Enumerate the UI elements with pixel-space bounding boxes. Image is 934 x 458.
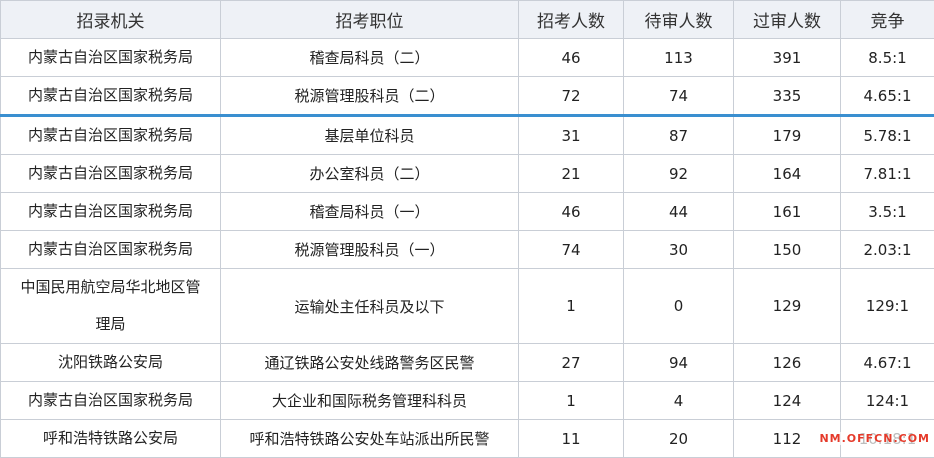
table-cell: 税源管理股科员（二）	[221, 77, 519, 116]
table-cell: 72	[519, 77, 624, 116]
table-cell: 129:1	[841, 269, 934, 344]
table-cell: 3.5:1	[841, 193, 934, 231]
table-cell: 内蒙古自治区国家税务局	[1, 231, 221, 269]
table-cell: 124:1	[841, 382, 934, 420]
header-cell: 过审人数	[734, 1, 841, 39]
table-cell: 129	[734, 269, 841, 344]
table-cell: 内蒙古自治区国家税务局	[1, 382, 221, 420]
table-cell: 大企业和国际税务管理科科员	[221, 382, 519, 420]
table-cell: 沈阳铁路公安局	[1, 344, 221, 382]
table-cell: 21	[519, 155, 624, 193]
header-cell: 招录机关	[1, 1, 221, 39]
header-cell: 招考职位	[221, 1, 519, 39]
header-row: 招录机关招考职位招考人数待审人数过审人数竞争	[1, 1, 934, 39]
table-cell: 4.65:1	[841, 77, 934, 116]
table-cell: 内蒙古自治区国家税务局	[1, 155, 221, 193]
table-cell: 内蒙古自治区国家税务局	[1, 39, 221, 77]
table-cell: 内蒙古自治区国家税务局	[1, 77, 221, 116]
table-cell: 8.5:1	[841, 39, 934, 77]
watermark: NM.OFFCN.COM	[819, 432, 930, 445]
table-cell: 92	[624, 155, 734, 193]
table-cell: 税源管理股科员（一）	[221, 231, 519, 269]
table-cell: 30	[624, 231, 734, 269]
table-cell: 通辽铁路公安处线路警务区民警	[221, 344, 519, 382]
table-cell: 46	[519, 39, 624, 77]
table-cell: 74	[519, 231, 624, 269]
table-cell: 稽查局科员（二）	[221, 39, 519, 77]
table-cell: 7.81:1	[841, 155, 934, 193]
table-cell: 150	[734, 231, 841, 269]
table-cell: 办公室科员（二）	[221, 155, 519, 193]
header-cell: 招考人数	[519, 1, 624, 39]
table-cell: 179	[734, 116, 841, 155]
table-cell: 稽查局科员（一）	[221, 193, 519, 231]
table-cell: 1	[519, 382, 624, 420]
table-cell: 4	[624, 382, 734, 420]
table-cell: 31	[519, 116, 624, 155]
table-cell: 11	[519, 420, 624, 458]
header-cell: 待审人数	[624, 1, 734, 39]
table-cell: 0	[624, 269, 734, 344]
table-cell: 4.67:1	[841, 344, 934, 382]
table-cell: 335	[734, 77, 841, 116]
table-cell: 391	[734, 39, 841, 77]
table-cell: 87	[624, 116, 734, 155]
table-cell: 113	[624, 39, 734, 77]
table-cell: 164	[734, 155, 841, 193]
table-cell: 基层单位科员	[221, 116, 519, 155]
table-cell: 1	[519, 269, 624, 344]
table-cell: 呼和浩特铁路公安局	[1, 420, 221, 458]
table-cell: 27	[519, 344, 624, 382]
table-cell: 161	[734, 193, 841, 231]
table-cell: 5.78:1	[841, 116, 934, 155]
table-cell: 内蒙古自治区国家税务局	[1, 116, 221, 155]
table-cell: 2.03:1	[841, 231, 934, 269]
table-cell: 呼和浩特铁路公安处车站派出所民警	[221, 420, 519, 458]
header-cell: 竞争	[841, 1, 934, 39]
table-cell: 中国民用航空局华北地区管理局	[1, 269, 221, 344]
table-cell: 94	[624, 344, 734, 382]
table-cell: 44	[624, 193, 734, 231]
table-cell: 运输处主任科员及以下	[221, 269, 519, 344]
table-cell: 20	[624, 420, 734, 458]
table-cell: 126	[734, 344, 841, 382]
table-cell: 46	[519, 193, 624, 231]
table-row: 呼和浩特铁路公安局呼和浩特铁路公安处车站派出所民警112011210.18:1	[1, 420, 934, 458]
page: 招录机关招考职位招考人数待审人数过审人数竞争 内蒙古自治区国家税务局稽查局科员（…	[0, 0, 934, 447]
table-cell: 124	[734, 382, 841, 420]
table-cell: 内蒙古自治区国家税务局	[1, 193, 221, 231]
table-cell: 74	[624, 77, 734, 116]
